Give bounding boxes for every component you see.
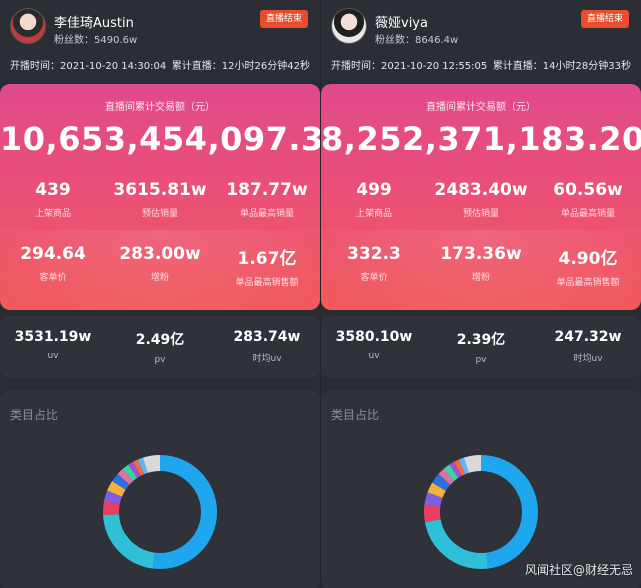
- stat-cell: 332.3 客单价: [321, 244, 427, 283]
- fans-count: 粉丝数：5490.6w: [54, 35, 138, 46]
- stat-label: 增粉: [471, 273, 490, 283]
- traffic-label: pv: [154, 355, 166, 365]
- traffic-label: uv: [368, 351, 380, 361]
- category-title: 类目占比: [10, 408, 59, 422]
- donut-slice[interactable]: [424, 455, 538, 569]
- traffic-label: 时均uv: [573, 354, 603, 364]
- traffic-cell: 3580.10w uv: [321, 329, 427, 361]
- stat-value: 294.64: [20, 244, 86, 264]
- stat-value: 499: [356, 180, 392, 200]
- live-meta: 开播时间：2021-10-20 14:30:04 累计直播：12小时26分钟42…: [10, 57, 310, 72]
- stat-cell: 1.67亿单品最高销售额: [214, 244, 320, 288]
- avatar[interactable]: [10, 8, 46, 44]
- stat-cell: 60.56w 单品最高销量: [535, 180, 641, 219]
- traffic-card: 3531.19w uv 2.49亿 pv 283.74w 时均uv: [0, 316, 320, 378]
- stat-value: 439: [35, 180, 71, 200]
- panel-left: 李佳琦Austin 粉丝数：5490.6w 直播结束 开播时间：2021-10-…: [0, 0, 320, 588]
- fans-count: 粉丝数：8646.4w: [375, 35, 459, 46]
- traffic-value: 3580.10w: [335, 329, 413, 345]
- panel-right: 薇娅viya 粉丝数：8646.4w 直播结束 开播时间：2021-10-20 …: [321, 0, 641, 588]
- stat-value: 2483.40w: [434, 180, 528, 200]
- streamer-name[interactable]: 薇娅viya: [375, 16, 428, 31]
- category-donut-chart[interactable]: [421, 452, 541, 572]
- traffic-cell: 283.74w 时均uv: [214, 329, 320, 364]
- stat-cell: 173.36w 增粉: [428, 244, 534, 283]
- donut-slice[interactable]: [424, 455, 538, 569]
- traffic-label: pv: [475, 355, 487, 365]
- stat-label: 单品最高销量: [239, 209, 294, 219]
- stat-cell: 499 上架商品: [321, 180, 427, 219]
- total-sales: 8,252,371,183.20: [321, 120, 641, 158]
- traffic-card: 3580.10w uv 2.39亿 pv 247.32w 时均uv: [321, 316, 641, 378]
- start-time: 开播时间：2021-10-20 12:55:05: [331, 61, 488, 72]
- stat-cell: 283.00w 增粉: [107, 244, 213, 283]
- stat-cell: 187.77w 单品最高销量: [214, 180, 320, 219]
- stat-label: 单品最高销量: [560, 209, 615, 219]
- stat-value: 283.00w: [119, 244, 201, 264]
- stat-value: 332.3: [347, 244, 401, 264]
- traffic-cell: 2.49亿 pv: [107, 329, 213, 365]
- sales-card: 直播间累计交易额（元） 10,653,454,097.32 439 上架商品 36…: [0, 84, 320, 310]
- traffic-cell: 2.39亿 pv: [428, 329, 534, 365]
- stat-cell: 2483.40w 预估销量: [428, 180, 534, 219]
- donut-slice[interactable]: [103, 455, 217, 569]
- live-duration: 累计直播：14小时28分钟33秒: [492, 61, 631, 72]
- sales-card: 直播间累计交易额（元） 8,252,371,183.20 499 上架商品 248…: [321, 84, 641, 310]
- stat-cell: 294.64 客单价: [0, 244, 106, 283]
- stat-value: 60.56w: [553, 180, 623, 200]
- stat-label: 客单价: [39, 273, 67, 283]
- stat-label: 客单价: [360, 273, 388, 283]
- stat-cell: 439 上架商品: [0, 180, 106, 219]
- streamer-header: 李佳琦Austin 粉丝数：5490.6w 直播结束 开播时间：2021-10-…: [0, 0, 320, 80]
- live-ended-badge[interactable]: 直播结束: [580, 10, 629, 28]
- streamer-name[interactable]: 李佳琦Austin: [54, 16, 134, 31]
- traffic-label: 时均uv: [252, 354, 282, 364]
- stat-cell: 3615.81w 预估销量: [107, 180, 213, 219]
- stat-label: 上架商品: [34, 209, 71, 219]
- start-time: 开播时间：2021-10-20 14:30:04: [10, 61, 167, 72]
- traffic-cell: 3531.19w uv: [0, 329, 106, 361]
- stat-value: 173.36w: [440, 244, 522, 264]
- traffic-value: 247.32w: [554, 329, 622, 345]
- streamer-header: 薇娅viya 粉丝数：8646.4w 直播结束 开播时间：2021-10-20 …: [321, 0, 641, 80]
- stat-value: 4.90亿: [558, 249, 618, 269]
- traffic-value: 3531.19w: [14, 329, 92, 345]
- live-meta: 开播时间：2021-10-20 12:55:05 累计直播：14小时28分钟33…: [331, 57, 631, 72]
- stat-label: 单品最高销售额: [556, 278, 620, 288]
- traffic-value: 283.74w: [233, 329, 301, 345]
- total-sales: 10,653,454,097.32: [0, 120, 320, 158]
- avatar[interactable]: [331, 8, 367, 44]
- live-duration: 累计直播：12小时26分钟42秒: [171, 61, 310, 72]
- donut-slice[interactable]: [103, 455, 217, 569]
- stat-cell: 4.90亿单品最高销售额: [535, 244, 641, 288]
- stat-label: 单品最高销售额: [235, 278, 299, 288]
- live-ended-badge[interactable]: 直播结束: [259, 10, 308, 28]
- watermark: 风闻社区@财经无忌: [524, 563, 633, 577]
- category-card: 类目占比: [321, 390, 641, 588]
- stat-label: 增粉: [150, 273, 169, 283]
- stat-label: 上架商品: [355, 209, 392, 219]
- category-card: 类目占比: [0, 390, 320, 588]
- stat-label: 预估销量: [462, 209, 499, 219]
- traffic-cell: 247.32w 时均uv: [535, 329, 641, 364]
- category-title: 类目占比: [331, 408, 380, 422]
- traffic-value: 2.49亿: [135, 332, 185, 348]
- stat-label: 预估销量: [141, 209, 178, 219]
- stat-value: 187.77w: [226, 180, 308, 200]
- category-donut-chart[interactable]: [100, 452, 220, 572]
- stat-value: 1.67亿: [237, 249, 297, 269]
- sales-card-label: 直播间累计交易额（元）: [426, 102, 536, 113]
- traffic-value: 2.39亿: [456, 332, 506, 348]
- traffic-label: uv: [47, 351, 59, 361]
- sales-card-label: 直播间累计交易额（元）: [105, 102, 215, 113]
- stat-value: 3615.81w: [113, 180, 207, 200]
- donut-slice[interactable]: [424, 455, 538, 569]
